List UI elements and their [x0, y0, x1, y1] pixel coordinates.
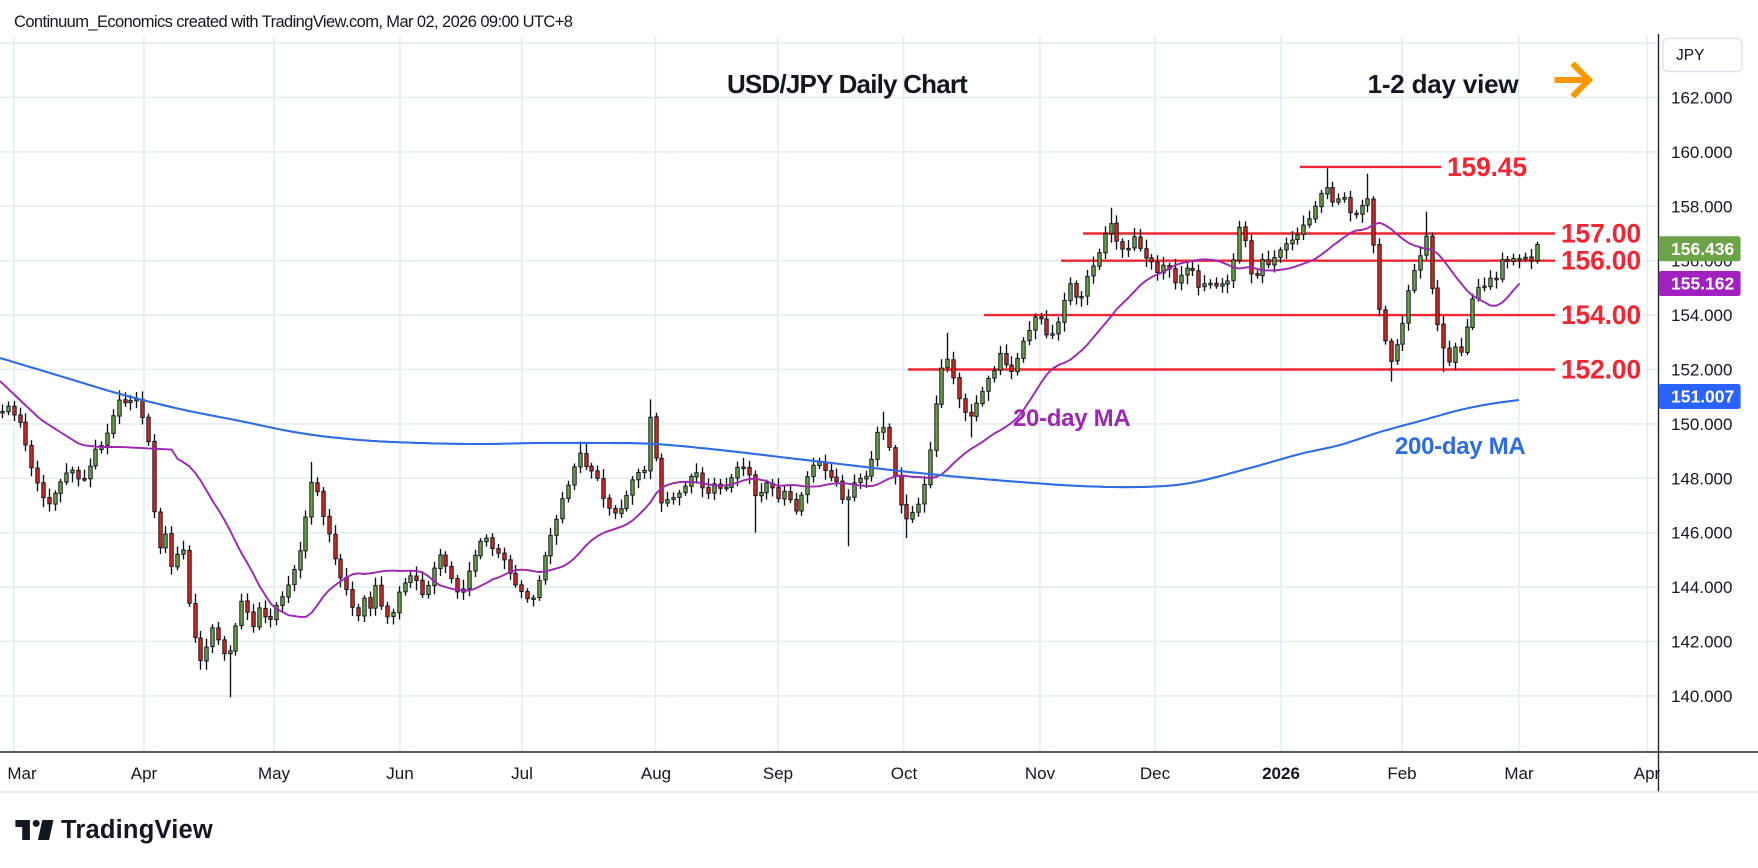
svg-text:150.000: 150.000 [1671, 415, 1732, 434]
svg-text:156.436: 156.436 [1671, 239, 1735, 259]
svg-text:Aug: Aug [641, 764, 671, 783]
svg-text:154.00: 154.00 [1561, 300, 1641, 330]
svg-text:Mar: Mar [7, 764, 37, 783]
svg-text:Sep: Sep [763, 764, 793, 783]
svg-text:160.000: 160.000 [1671, 143, 1732, 162]
svg-text:152.00: 152.00 [1561, 355, 1641, 385]
svg-text:Feb: Feb [1387, 764, 1416, 783]
svg-text:Dec: Dec [1140, 764, 1171, 783]
svg-text:142.000: 142.000 [1671, 633, 1732, 652]
svg-text:JPY: JPY [1676, 47, 1704, 64]
svg-text:151.007: 151.007 [1671, 387, 1734, 407]
svg-text:Oct: Oct [891, 764, 918, 783]
svg-text:1-2 day view: 1-2 day view [1368, 69, 1520, 99]
svg-text:159.45: 159.45 [1447, 152, 1527, 182]
svg-text:Apr: Apr [1634, 764, 1661, 783]
svg-text:146.000: 146.000 [1671, 524, 1732, 543]
svg-text:200-day MA: 200-day MA [1395, 433, 1525, 460]
svg-text:20-day MA: 20-day MA [1013, 405, 1130, 432]
svg-text:TradingView: TradingView [61, 816, 213, 844]
svg-text:Mar: Mar [1504, 764, 1534, 783]
svg-text:156.00: 156.00 [1561, 246, 1641, 276]
svg-text:140.000: 140.000 [1671, 687, 1732, 706]
svg-text:157.00: 157.00 [1561, 219, 1641, 249]
svg-text:2026: 2026 [1262, 764, 1300, 783]
svg-text:Continuum_Economics created wi: Continuum_Economics created with Trading… [14, 13, 573, 31]
svg-text:152.000: 152.000 [1671, 361, 1732, 380]
svg-text:May: May [258, 764, 291, 783]
svg-text:Jul: Jul [511, 764, 533, 783]
svg-text:155.162: 155.162 [1671, 274, 1735, 294]
svg-text:Jun: Jun [386, 764, 413, 783]
svg-text:158.000: 158.000 [1671, 197, 1732, 216]
svg-text:Apr: Apr [131, 764, 158, 783]
svg-text:144.000: 144.000 [1671, 578, 1732, 597]
svg-text:148.000: 148.000 [1671, 469, 1732, 488]
svg-text:162.000: 162.000 [1671, 89, 1732, 108]
svg-text:USD/JPY Daily Chart: USD/JPY Daily Chart [727, 69, 968, 99]
svg-text:Nov: Nov [1025, 764, 1056, 783]
svg-text:154.000: 154.000 [1671, 306, 1732, 325]
